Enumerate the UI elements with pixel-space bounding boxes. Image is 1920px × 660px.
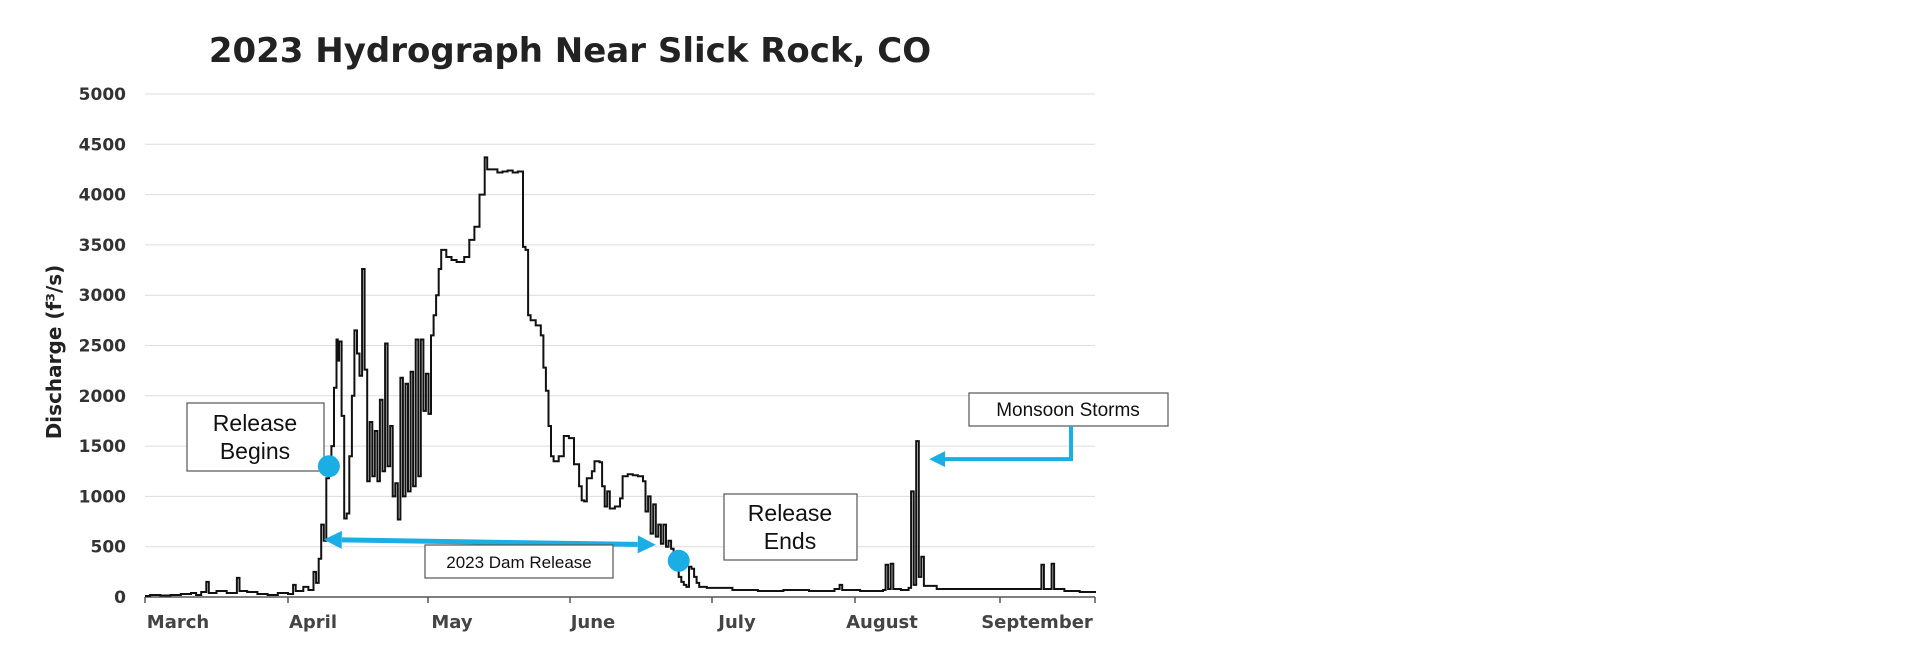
x-tick-july: July [716, 612, 756, 633]
monsoon-storms-box [968, 392, 1169, 427]
y-tick-labels: 0 500 1000 1500 2000 2500 3000 3500 4000 4500 5000 [79, 85, 126, 608]
annotations: Release Begins 2023 Dam Release Release … [186, 392, 1169, 579]
y-tick-4000: 4000 [79, 186, 126, 206]
release-ends-label-line1: Release [748, 500, 832, 526]
release-begins-label-line2: Begins [220, 438, 290, 464]
x-tick-august: August [846, 612, 918, 633]
series-group [145, 156, 1096, 597]
monsoon-storms-label: Monsoon Storms [996, 400, 1140, 421]
dam-release-label: 2023 Dam Release [446, 553, 592, 572]
y-tick-0: 0 [114, 588, 126, 608]
dam-release-arrow-head-left [323, 530, 342, 549]
dam-release-box [424, 544, 614, 579]
monsoon-arrow-head [929, 451, 946, 468]
dam-release-arrow [323, 530, 656, 554]
x-tick-labels: March April May June July August September [147, 612, 1093, 633]
release-begins-box [186, 402, 325, 472]
y-tick-2000: 2000 [79, 387, 126, 407]
monsoon-storms-arrow [929, 426, 1073, 468]
x-tick-may: May [431, 612, 473, 633]
chart-title: 2023 Hydrograph Near Slick Rock, CO [209, 31, 931, 71]
y-tick-1500: 1500 [79, 437, 126, 457]
release-ends-marker [667, 549, 690, 572]
axes [144, 596, 1096, 603]
x-tick-march: March [147, 612, 209, 633]
y-tick-5000: 5000 [79, 85, 126, 105]
y-tick-1000: 1000 [79, 487, 126, 507]
x-tick-april: April [289, 612, 337, 633]
dam-release-arrow-head-right [637, 535, 656, 554]
release-begins-marker [317, 455, 340, 478]
release-begins-label-line1: Release [213, 410, 297, 436]
discharge-series-line [145, 156, 1096, 597]
x-tick-june: June [569, 612, 616, 633]
dam-release-arrow-shaft [341, 537, 638, 547]
y-tick-2500: 2500 [79, 337, 126, 357]
release-ends-label-line2: Ends [764, 528, 816, 554]
x-tick-september: September [981, 612, 1093, 633]
monsoon-arrow-shaft [943, 426, 1073, 462]
y-tick-3500: 3500 [79, 236, 126, 256]
y-tick-4500: 4500 [79, 135, 126, 155]
y-tick-3000: 3000 [79, 286, 126, 306]
y-axis-label: Discharge (f³/s) [42, 265, 66, 440]
release-ends-box [723, 493, 858, 561]
gridlines [145, 93, 1095, 548]
y-tick-500: 500 [91, 538, 127, 558]
